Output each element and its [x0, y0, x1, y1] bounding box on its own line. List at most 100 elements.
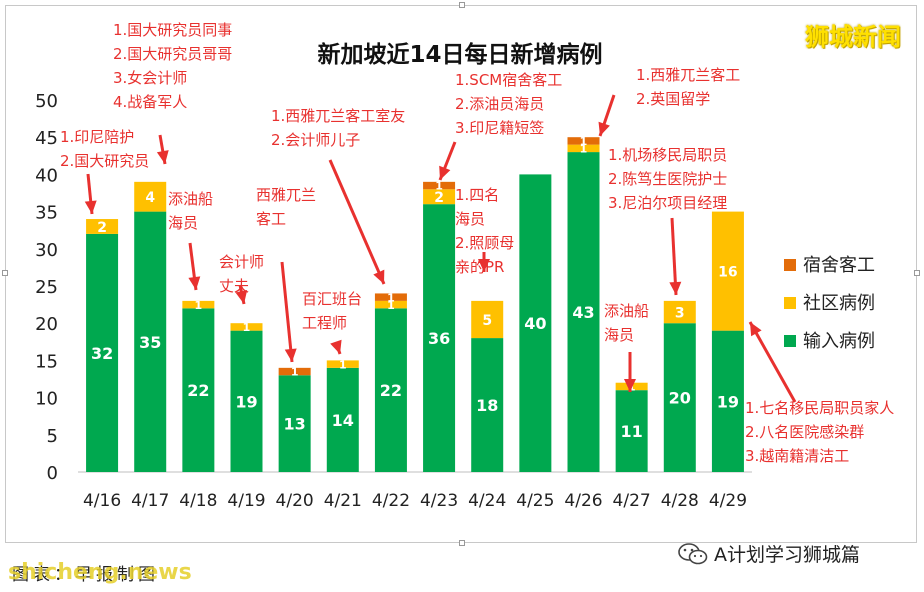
annotation-text: 西雅兀兰客工	[256, 186, 316, 228]
data-label: 1	[580, 135, 588, 148]
bar-segment	[663, 323, 696, 472]
bar-segment	[278, 367, 311, 376]
data-label: 43	[572, 303, 594, 322]
bar-segment	[471, 338, 504, 472]
annotation-arrowhead	[188, 276, 201, 290]
annotation-arrowhead	[84, 200, 97, 214]
x-tick-label: 4/24	[468, 491, 506, 511]
annotation-arrowhead	[439, 165, 451, 180]
annotation-text: 1.七名移民局职员家人 2.八名医院感染群 3.越南籍清洁工	[745, 399, 894, 465]
x-tick-label: 4/17	[131, 491, 169, 511]
bar-segment	[86, 233, 119, 472]
bar-segment	[374, 293, 407, 301]
data-label: 1	[580, 143, 588, 156]
bar-segment	[567, 137, 600, 145]
data-label: 2	[434, 190, 444, 206]
chart-title: 新加坡近14日每日新增病例	[317, 41, 602, 68]
resize-handle-left[interactable]	[2, 270, 8, 276]
data-label: 5	[482, 313, 492, 329]
annotation-arrowhead	[373, 269, 385, 284]
wechat-account-name: A计划学习狮城篇	[714, 544, 860, 566]
bar-segment	[567, 152, 600, 472]
data-label: 1	[195, 299, 203, 312]
brand-logo: 狮城新闻	[805, 23, 901, 51]
x-tick-label: 4/26	[564, 491, 602, 511]
annotation-arrowhead	[235, 290, 248, 304]
bar-segment	[711, 330, 744, 472]
data-label: 35	[139, 333, 161, 352]
y-tick-label: 5	[47, 426, 58, 447]
data-label: 19	[235, 392, 257, 411]
bar-segment	[423, 189, 456, 205]
bar-segment	[615, 390, 648, 472]
data-label: 1	[243, 321, 251, 334]
bar-segment	[423, 204, 456, 472]
bar-segment	[374, 300, 407, 309]
annotation-text: 1.机场移民局职员 2.陈笃生医院护士 3.尼泊尔项目经理	[608, 146, 727, 212]
y-tick-label: 30	[35, 240, 58, 261]
x-tick-label: 4/29	[709, 491, 747, 511]
bar-segment	[182, 308, 215, 472]
y-tick-label: 25	[35, 277, 58, 298]
bar-segment	[519, 174, 552, 472]
annotation-text: 1.西雅兀兰客工 2.英国留学	[636, 66, 740, 108]
x-tick-label: 4/25	[516, 491, 554, 511]
wechat-account: A计划学习狮城篇	[678, 540, 860, 567]
site-watermark: shicheng.news	[8, 560, 192, 585]
annotation-arrow	[328, 159, 386, 285]
data-label: 1	[435, 180, 443, 193]
bar-segment	[230, 323, 263, 331]
x-tick-label: 4/20	[276, 491, 314, 511]
bar-segment	[134, 211, 167, 472]
wechat-icon	[678, 542, 708, 565]
annotation-text: 添油船海员	[604, 302, 649, 344]
data-label: 11	[621, 422, 643, 441]
annotation-text: 百汇班台工程师	[302, 290, 362, 332]
data-label: 1	[339, 358, 347, 371]
data-label: 32	[91, 344, 113, 363]
bar-segment	[326, 360, 359, 368]
resize-handle-bottom[interactable]	[459, 540, 465, 546]
y-tick-label: 0	[47, 463, 58, 484]
source-label: 图表：早报制图	[12, 565, 159, 585]
annotation-arrowhead	[330, 339, 342, 354]
bar-segment	[326, 367, 359, 472]
x-tick-label: 4/22	[372, 491, 410, 511]
resize-handle-right[interactable]	[914, 270, 920, 276]
data-label: 4	[145, 190, 155, 206]
annotation-arrowhead	[156, 150, 169, 164]
annotation-arrowhead	[478, 259, 490, 272]
data-label: 18	[476, 396, 498, 415]
annotation-text: 1.印尼陪护 2.国大研究员	[60, 128, 149, 170]
y-tick-label: 20	[35, 314, 58, 335]
x-tick-label: 4/28	[661, 491, 699, 511]
annotation-text: 1.国大研究员同事 2.国大研究员哥哥 3.女会计师 4.战备军人	[113, 21, 232, 111]
data-label: 36	[428, 329, 450, 348]
legend-swatch	[784, 259, 796, 271]
x-tick-label: 4/23	[420, 491, 458, 511]
legend-label: 输入病例	[803, 331, 875, 352]
data-label: 16	[718, 264, 737, 280]
annotation-text: 添油船海员	[168, 190, 213, 232]
bar-segment	[374, 308, 407, 472]
bar-segment	[86, 219, 119, 234]
annotation-arrow	[748, 321, 797, 403]
x-tick-label: 4/16	[83, 491, 121, 511]
bar-segment	[182, 300, 215, 309]
bar-segment	[471, 300, 504, 339]
bar-segment	[423, 181, 456, 190]
data-label: 2	[97, 220, 107, 236]
annotation-arrowhead	[750, 322, 762, 337]
data-label: 1	[291, 366, 299, 379]
annotation-arrowhead	[624, 379, 636, 392]
data-label: 14	[332, 411, 354, 430]
y-tick-label: 50	[35, 91, 58, 112]
data-label: 1	[387, 299, 395, 312]
annotation-text: 1.西雅兀兰客工室友 2.会计师儿子	[271, 107, 405, 149]
bar-segment	[230, 330, 263, 472]
data-label: 13	[284, 415, 306, 434]
resize-handle-top[interactable]	[459, 2, 465, 8]
annotation-arrow	[280, 261, 294, 363]
annotation-arrowhead	[284, 348, 297, 362]
data-label: 22	[187, 381, 209, 400]
